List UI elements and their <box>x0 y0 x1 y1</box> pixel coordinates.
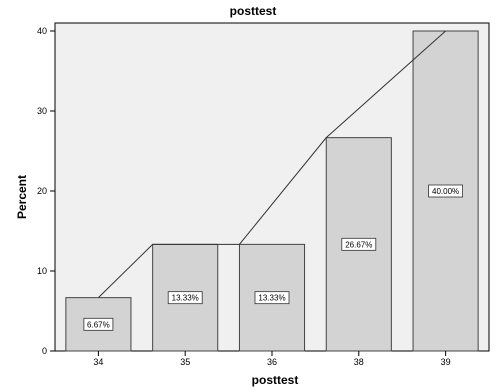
data-label-box <box>254 291 290 305</box>
data-label: 13.33% <box>172 294 199 303</box>
y-tick-label: 10 <box>37 266 47 276</box>
y-tick-label: 30 <box>37 106 47 116</box>
y-tick-label: 0 <box>42 346 47 356</box>
data-labels: 6.67% 13.33% 13.33% 26.67% 40.00% <box>83 184 464 331</box>
data-label-box <box>83 317 114 331</box>
trend-line <box>98 30 446 298</box>
x-axis-label: posttest <box>252 373 299 387</box>
x-axis: 34 35 36 38 39 <box>93 351 451 367</box>
data-label: 6.67% <box>87 320 110 329</box>
x-tick-label: 36 <box>267 357 277 367</box>
y-tick-label: 20 <box>37 186 47 196</box>
bars <box>65 30 479 352</box>
chart-title: posttest <box>230 4 277 18</box>
y-axis: 0 10 20 30 40 <box>37 26 55 356</box>
data-label: 40.00% <box>432 187 459 196</box>
y-tick-label: 40 <box>37 26 47 36</box>
x-tick-label: 34 <box>93 357 103 367</box>
data-label-box <box>428 184 464 198</box>
data-label: 26.67% <box>345 240 372 249</box>
x-tick-label: 39 <box>441 357 451 367</box>
x-tick-label: 35 <box>180 357 190 367</box>
data-label-box <box>167 291 203 305</box>
data-label: 13.33% <box>258 294 285 303</box>
y-axis-label: Percent <box>15 175 29 219</box>
data-label-box <box>341 237 377 251</box>
x-tick-label: 38 <box>354 357 364 367</box>
